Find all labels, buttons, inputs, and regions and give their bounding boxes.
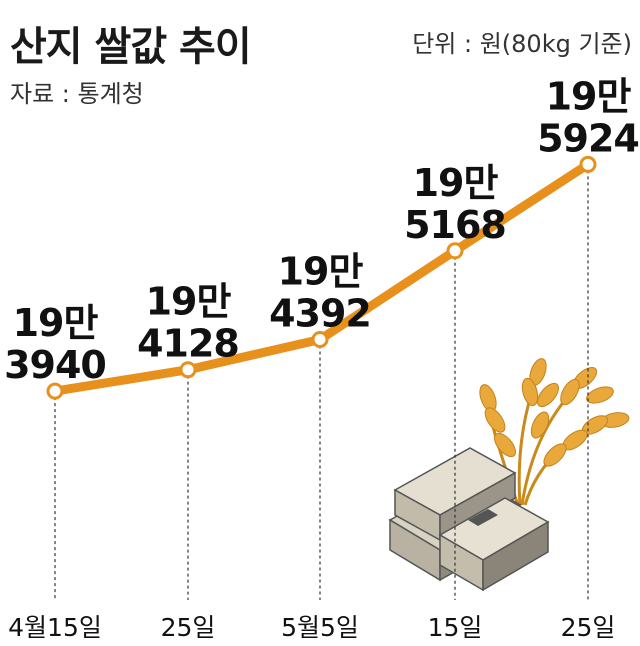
x-tick-label: 25일 [561, 613, 616, 642]
data-label: 19만 [13, 301, 99, 345]
data-label: 19만 [413, 161, 499, 205]
data-point [446, 242, 464, 260]
x-tick-label: 4월15일 [8, 613, 102, 642]
data-label: 4128 [137, 322, 239, 366]
data-label: 19만 [546, 74, 632, 118]
data-point [179, 361, 197, 379]
unit-note: 단위 : 원(80kg 기준) [412, 30, 632, 58]
data-point [46, 382, 64, 400]
data-point [579, 155, 597, 173]
data-label: 5168 [404, 203, 506, 247]
data-point [311, 331, 329, 348]
money-stack-icon [388, 447, 550, 592]
rice-stalk-icon [479, 358, 630, 506]
data-label: 19만 [146, 280, 232, 324]
data-label: 19만 [278, 250, 364, 294]
data-label: 4392 [269, 292, 371, 336]
chart-title: 산지 쌀값 추이 [10, 24, 252, 70]
data-label: 5924 [537, 116, 639, 160]
x-tick-label: 25일 [161, 613, 216, 642]
data-label: 3940 [4, 343, 106, 387]
source-note: 자료 : 통계청 [10, 80, 144, 108]
x-tick-label: 5월5일 [281, 613, 359, 642]
x-tick-label: 15일 [428, 613, 483, 642]
